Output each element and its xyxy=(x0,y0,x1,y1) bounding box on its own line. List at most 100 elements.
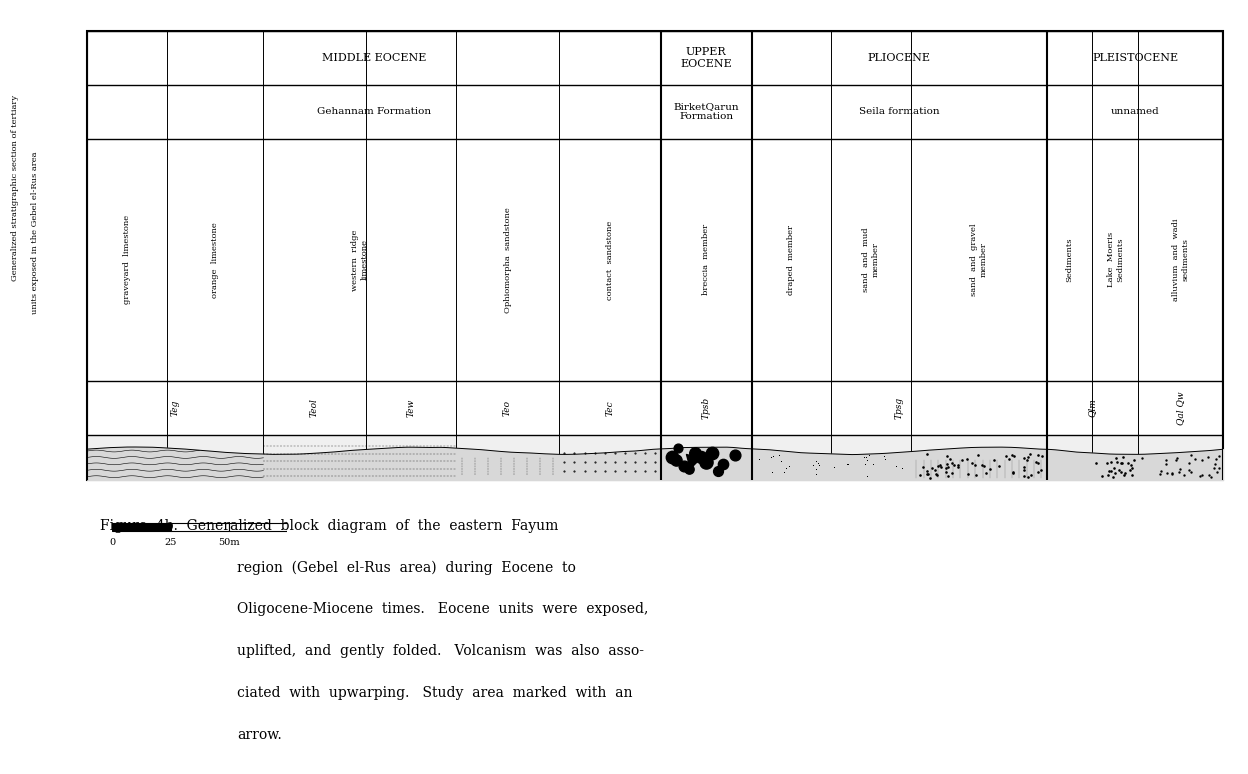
Text: Lake  Moeris
Sediments: Lake Moeris Sediments xyxy=(1107,232,1123,287)
Point xyxy=(674,461,694,473)
Text: arrow.: arrow. xyxy=(237,728,282,741)
Point xyxy=(910,468,930,481)
Point xyxy=(679,462,699,474)
Text: Qlm: Qlm xyxy=(1088,399,1097,417)
Text: units exposed in the Gebel el-Rus area: units exposed in the Gebel el-Rus area xyxy=(31,152,39,314)
Text: Figure  4b.  Generalized  block  diagram  of  the  eastern  Fayum: Figure 4b. Generalized block diagram of … xyxy=(100,519,558,533)
Point xyxy=(1026,456,1046,468)
Text: MIDDLE EOCENE: MIDDLE EOCENE xyxy=(322,53,427,63)
Point xyxy=(937,450,957,462)
Point xyxy=(917,467,937,480)
Point xyxy=(965,459,985,471)
Bar xyxy=(112,523,171,531)
Point xyxy=(1028,449,1048,461)
Point xyxy=(1132,452,1152,464)
Point xyxy=(1122,468,1142,481)
Point xyxy=(1118,457,1138,469)
Point xyxy=(1103,462,1123,474)
Point xyxy=(943,459,963,471)
Point xyxy=(1122,461,1142,474)
Point xyxy=(725,449,745,461)
Point xyxy=(926,467,946,480)
Text: alluvium  and  wadi
sediments: alluvium and wadi sediments xyxy=(1172,219,1189,301)
Text: PLIOCENE: PLIOCENE xyxy=(867,53,931,63)
Point xyxy=(663,451,683,464)
Point xyxy=(1207,466,1227,478)
Point xyxy=(1114,467,1134,479)
Point xyxy=(1020,448,1040,461)
Point xyxy=(1192,468,1212,481)
Text: Tew: Tew xyxy=(407,399,416,417)
Point xyxy=(938,470,958,482)
Point xyxy=(1121,459,1141,471)
Text: 0: 0 xyxy=(110,538,115,547)
Text: breccia  member: breccia member xyxy=(703,224,710,296)
Point xyxy=(1156,454,1176,467)
Point xyxy=(1186,453,1206,465)
Bar xyxy=(87,435,1223,480)
Point xyxy=(1017,454,1037,467)
Point xyxy=(1157,467,1177,480)
Point xyxy=(665,454,685,466)
Point xyxy=(914,461,934,473)
Point xyxy=(1031,464,1051,476)
Point xyxy=(1111,466,1131,478)
Point xyxy=(1124,454,1144,467)
Point xyxy=(931,461,951,474)
Text: Ophiomorpha  sandstone: Ophiomorpha sandstone xyxy=(503,207,512,313)
Text: Gehannam Formation: Gehannam Formation xyxy=(317,108,431,116)
Point xyxy=(1013,461,1033,473)
Point xyxy=(937,461,957,474)
Text: region  (Gebel  el-Rus  area)  during  Eocene  to: region (Gebel el-Rus area) during Eocene… xyxy=(237,560,577,575)
Text: unnamed: unnamed xyxy=(1111,108,1159,116)
Text: sand  and  gravel
member: sand and gravel member xyxy=(970,224,987,296)
Point xyxy=(966,468,986,481)
Point xyxy=(1209,450,1229,462)
Point xyxy=(1032,450,1052,462)
Point xyxy=(1162,467,1182,479)
Point xyxy=(1015,471,1035,483)
Text: Teol: Teol xyxy=(310,399,319,417)
Point xyxy=(1169,465,1189,478)
Text: uplifted,  and  gently  folded.   Volcanism  was  also  asso-: uplifted, and gently folded. Volcanism w… xyxy=(237,644,644,658)
Point xyxy=(929,460,948,472)
Point xyxy=(920,471,940,484)
Point xyxy=(1015,464,1035,476)
Text: Oligocene-Miocene  times.   Eocene  units  were  exposed,: Oligocene-Miocene times. Eocene units we… xyxy=(237,602,649,616)
Bar xyxy=(228,523,287,531)
Text: ciated  with  upwarping.   Study  area  marked  with  an: ciated with upwarping. Study area marked… xyxy=(237,686,633,700)
Point xyxy=(1162,467,1182,480)
Point xyxy=(1166,454,1186,466)
Point xyxy=(1179,457,1199,469)
Point xyxy=(937,458,957,471)
Point xyxy=(1017,471,1037,483)
Point xyxy=(1209,462,1229,474)
Point xyxy=(708,464,728,477)
Point xyxy=(1167,451,1187,464)
Point xyxy=(1201,471,1221,484)
Point xyxy=(976,467,996,479)
Point xyxy=(988,460,1008,472)
Point xyxy=(1086,457,1106,469)
Point xyxy=(1198,450,1218,463)
Point xyxy=(1174,469,1194,481)
Point xyxy=(917,464,937,477)
Point xyxy=(1199,468,1219,481)
Point xyxy=(983,454,1003,466)
Point xyxy=(1191,470,1211,482)
Text: draped  member: draped member xyxy=(787,225,795,295)
Point xyxy=(925,464,945,476)
Point xyxy=(696,456,716,468)
Point xyxy=(975,461,995,473)
Point xyxy=(1149,468,1169,481)
Point xyxy=(942,457,962,469)
Text: Tec: Tec xyxy=(605,400,614,416)
Point xyxy=(1151,465,1171,478)
Point xyxy=(685,447,705,459)
Point xyxy=(1107,457,1127,469)
Text: Tpsb: Tpsb xyxy=(701,397,711,419)
Point xyxy=(1098,468,1118,481)
Point xyxy=(980,464,1000,476)
Point xyxy=(1204,457,1224,470)
Point xyxy=(1013,452,1033,464)
